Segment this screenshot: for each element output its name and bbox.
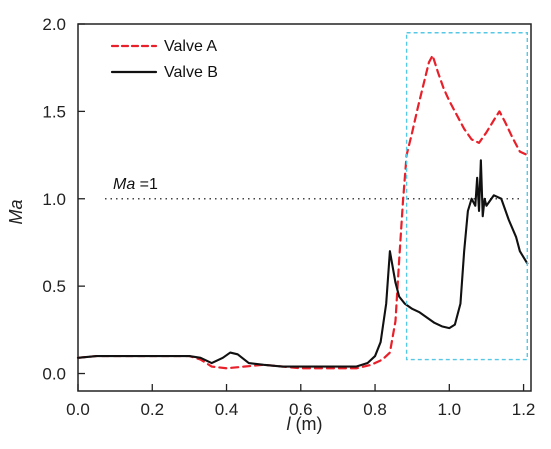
legend-label-valve-a: Valve A <box>164 38 217 55</box>
y-tick-label: 1.5 <box>42 102 66 121</box>
x-axis-symbol: l <box>287 414 292 434</box>
reference-line-label: Ma =1 <box>113 176 158 193</box>
plot-layer: 0.0 0.2 0.4 0.6 0.8 1.0 1.2 0.0 0.5 1.0 1.5 2.0 Ma =… <box>6 15 535 434</box>
reference-line-symbol: Ma <box>113 176 135 193</box>
plot-frame <box>77 23 532 392</box>
reference-line-suffix: =1 <box>135 176 158 193</box>
x-tick-label: 0.8 <box>363 400 387 419</box>
x-tick-label: 1.0 <box>437 400 461 419</box>
series-line-valve-b <box>76 159 529 368</box>
x-tick-label: 0.2 <box>140 400 164 419</box>
x-axis-label: l (m) <box>287 414 323 434</box>
y-tick-label: 1.0 <box>42 190 66 209</box>
x-axis-unit: (m) <box>291 414 323 434</box>
x-tick-label: 1.2 <box>512 400 536 419</box>
x-tick-label: 0.6 <box>289 400 313 419</box>
x-tick-label: 0.0 <box>66 400 90 419</box>
y-tick-label: 2.0 <box>42 15 66 34</box>
overlay-layer <box>405 32 528 361</box>
y-axis-label: Ma <box>6 199 26 224</box>
y-tick-label: 0.5 <box>42 277 66 296</box>
y-tick-label: 0.0 <box>42 365 66 384</box>
highlight-box <box>405 32 528 361</box>
x-tick-label: 0.4 <box>215 400 239 419</box>
series-line-valve-a <box>76 54 529 370</box>
legend-label-valve-b: Valve B <box>164 64 218 81</box>
